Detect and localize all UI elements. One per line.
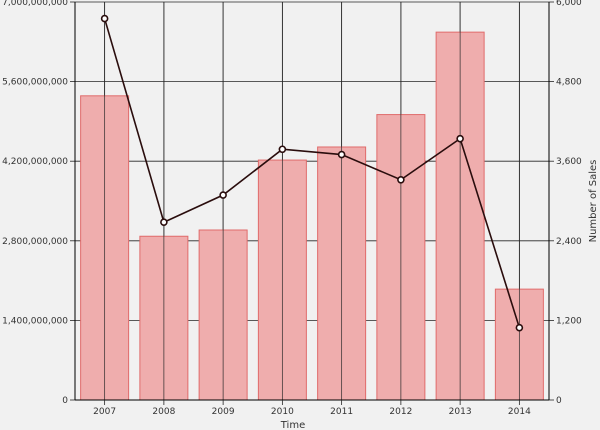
line-point [100,14,109,23]
y-tick-label: 2,800,000,000 [2,237,68,247]
x-tick-label: 2008 [152,407,175,417]
y2-tick-label: 1,200 [556,316,582,326]
y-tick-label: 5,600,000,000 [2,78,68,88]
line-point [219,191,227,199]
x-tick-label: 2013 [449,407,472,417]
bar-series [80,2,544,401]
x-tick-label: 2007 [93,407,116,417]
tick-labels: 0 0 1,400,000,000 1,200 2,800,000,000 2,400 4,… [2,0,582,417]
y-tick-label: 4,200,000,000 [2,157,68,167]
y2-tick-label: 0 [556,396,562,406]
sales-line [103,18,521,328]
axes [70,1,554,405]
line-point [160,218,168,227]
line-point [337,150,346,159]
x-tick-label: 2010 [271,407,294,417]
line-point [278,145,287,154]
x-tick-label: 2012 [389,407,412,417]
y2-axis-title: Number of Sales [588,160,599,243]
y2-tick-label: 4,800 [556,78,582,88]
line-point [515,323,524,332]
y2-tick-label: 6,000 [556,0,582,8]
y-tick-label: 0 [62,396,68,406]
x-tick-label: 2014 [508,407,531,417]
line-point [397,175,405,184]
x-tick-label: 2011 [330,407,353,417]
x-axis-title: Time [280,420,305,430]
x-tick-label: 2009 [212,407,235,417]
y-tick-label: 1,400,000,000 [2,316,68,326]
y2-tick-label: 2,400 [556,237,582,247]
line-series [100,14,524,332]
line-point [456,134,464,143]
y2-tick-label: 3,600 [556,157,582,167]
y-tick-label: 7,000,000,000 [2,0,68,8]
